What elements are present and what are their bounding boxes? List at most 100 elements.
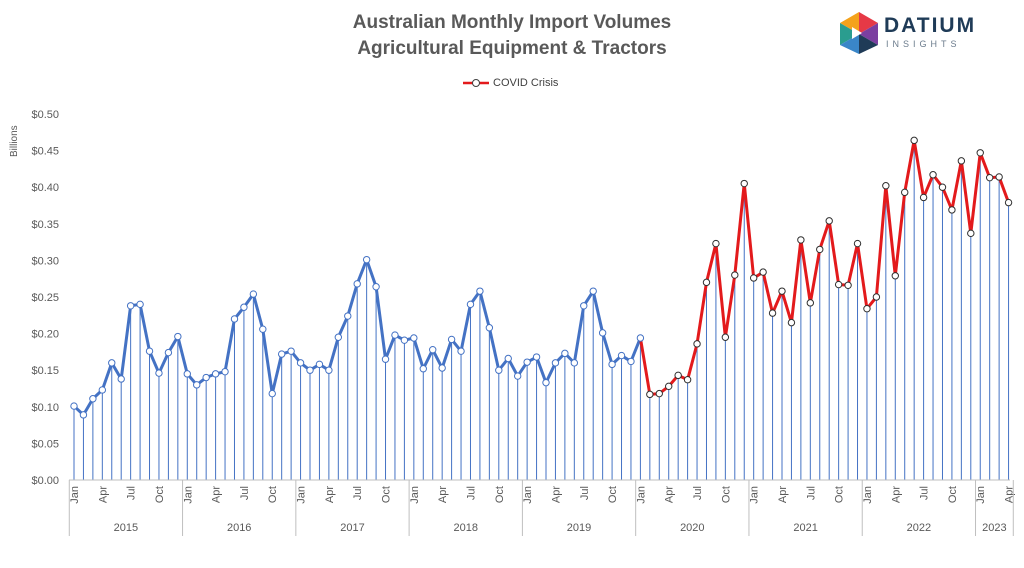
data-point (193, 381, 201, 389)
drop-lines (73, 140, 1010, 480)
x-tick-label: Apr (550, 486, 562, 503)
data-point (872, 293, 881, 301)
data-point (721, 333, 730, 341)
data-point (551, 359, 560, 367)
data-point (976, 149, 984, 157)
x-tick-label: Jul (579, 486, 591, 500)
x-tick-label: Jan (522, 486, 534, 504)
y-axis-label: Billions (9, 125, 20, 157)
data-point (665, 382, 673, 391)
data-point (674, 371, 682, 380)
year-label: 2017 (340, 522, 364, 534)
data-point (89, 395, 97, 403)
y-tick-label: $0.30 (31, 255, 59, 267)
data-point (844, 281, 852, 289)
data-point (806, 299, 815, 307)
data-point (749, 274, 758, 282)
data-point (211, 370, 220, 378)
data-point (221, 367, 229, 376)
data-point (929, 171, 937, 179)
x-tick-label: Jul (239, 486, 251, 500)
x-tick-label: Jan (975, 486, 987, 504)
data-point (863, 305, 871, 313)
data-point (495, 366, 503, 374)
data-point (334, 333, 343, 341)
data-point (693, 340, 701, 348)
data-point (362, 255, 371, 264)
data-point (740, 179, 748, 188)
x-tick-label: Jan (409, 486, 421, 504)
data-point (504, 354, 512, 363)
data-point (957, 157, 966, 165)
legend-marker-icon (463, 79, 489, 87)
datium-logo-icon (840, 12, 878, 54)
data-point (240, 303, 248, 311)
data-point (608, 360, 616, 369)
data-point (598, 329, 607, 337)
x-tick-label: Jan (296, 486, 308, 504)
data-point (202, 373, 210, 382)
data-point (259, 325, 267, 333)
x-tick-label: Oct (154, 486, 166, 503)
data-point (787, 318, 796, 327)
data-point (476, 287, 484, 295)
x-tick-label: Jan (862, 486, 874, 504)
x-tick-label: Oct (267, 486, 279, 503)
data-point (485, 324, 494, 332)
data-point (570, 359, 579, 367)
data-point (683, 376, 692, 384)
x-tick-label: Jan (69, 486, 81, 504)
y-tick-label: $0.10 (31, 402, 59, 414)
x-tick-label: Jan (635, 486, 647, 504)
data-point (410, 334, 418, 342)
y-tick-label: $0.40 (31, 182, 59, 194)
legend: COVID Crisis (463, 75, 558, 91)
data-point (985, 173, 994, 182)
data-point (145, 347, 154, 355)
data-point (287, 347, 295, 355)
data-point (98, 386, 107, 394)
y-tick-label: $0.15 (31, 365, 59, 377)
data-point (249, 290, 258, 298)
x-tick-label: Apr (890, 486, 902, 503)
data-point (589, 287, 597, 295)
y-axis: $0.00 $0.05 $0.10 $0.15 $0.20 $0.25 $0.30 $0.35… (31, 109, 59, 487)
data-point (636, 334, 645, 342)
data-point (853, 239, 862, 248)
data-point (995, 173, 1003, 181)
data-point (532, 353, 541, 361)
data-point (825, 217, 833, 225)
data-point (429, 346, 437, 354)
data-point (967, 229, 975, 238)
data-point (901, 188, 909, 197)
data-point (797, 236, 805, 244)
data-point (778, 287, 786, 295)
data-point (759, 268, 767, 276)
x-tick-label: Oct (720, 486, 732, 503)
data-point (419, 365, 427, 373)
data-point (938, 183, 947, 191)
chart-title-line1: Australian Monthly Import Volumes (352, 12, 672, 33)
data-point (381, 355, 390, 363)
datium-logo: DATIUM INSIGHTS (838, 10, 988, 56)
data-point (400, 336, 409, 344)
y-tick-label: $0.45 (31, 146, 59, 158)
year-label: 2022 (907, 522, 931, 534)
y-tick-label: $0.00 (31, 475, 59, 487)
data-point (174, 332, 182, 341)
data-point (910, 136, 918, 145)
year-label: 2015 (114, 522, 138, 534)
y-tick-label: $0.25 (31, 292, 59, 304)
x-axis: Jan Apr Jul Oct 2015 Jan Apr Jul Oct 2016 Jan Apr Ju… (68, 479, 1016, 536)
x-tick-label: Jul (465, 486, 477, 500)
data-point (882, 182, 890, 190)
series-line-covid (638, 138, 1010, 396)
year-label: 2023 (982, 522, 1006, 534)
data-point (457, 347, 465, 355)
data-point (948, 206, 956, 214)
data-point (79, 411, 88, 419)
y-tick-label: $0.35 (31, 219, 59, 231)
data-point (768, 309, 777, 317)
data-point (126, 302, 135, 310)
